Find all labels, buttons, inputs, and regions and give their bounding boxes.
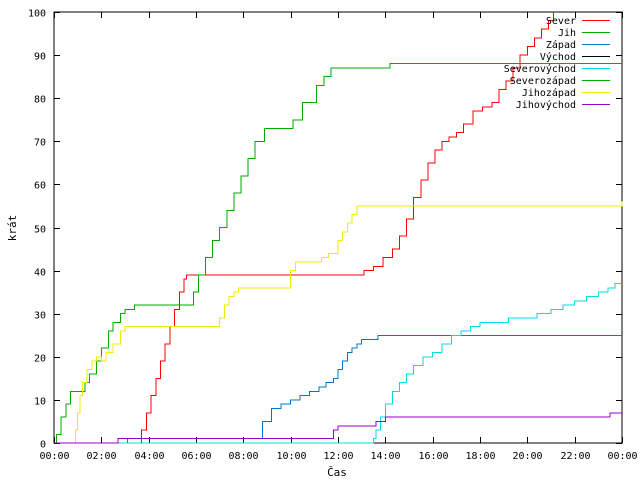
y-tick-label: 60 <box>34 181 46 192</box>
x-tick-label: 20:00 <box>512 451 542 462</box>
series-line-4 <box>54 283 622 444</box>
y-axis-title: krát <box>6 215 19 242</box>
x-tick-label: 08:00 <box>228 451 258 462</box>
x-tick-label: 12:00 <box>323 451 353 462</box>
y-tick-label: 90 <box>34 52 46 63</box>
x-tick-label: 18:00 <box>465 451 495 462</box>
legend-label: Západ <box>546 39 576 51</box>
x-tick-label: 22:00 <box>560 451 590 462</box>
x-tick-label: 04:00 <box>134 451 164 462</box>
series-line-0 <box>54 12 554 444</box>
series-line-6 <box>54 201 623 444</box>
legend-label: Sever <box>546 16 576 27</box>
legend-label: Severovýchod <box>504 63 576 75</box>
series-line-2 <box>54 334 622 444</box>
y-tick-label: 10 <box>34 397 46 408</box>
y-tick-label: 50 <box>34 225 46 236</box>
y-tick-label: 40 <box>34 268 46 279</box>
x-tick-label: 02:00 <box>86 451 116 462</box>
legend-label: Jih <box>558 28 576 39</box>
x-tick-label: 00:00 <box>39 451 69 462</box>
x-tick-label: 00:00 <box>607 451 637 462</box>
x-tick-label: 06:00 <box>181 451 211 462</box>
x-tick-label: 14:00 <box>370 451 400 462</box>
legend-label: Východ <box>540 51 576 63</box>
y-tick-label: 0 <box>40 440 46 451</box>
y-tick-label: 80 <box>34 95 46 106</box>
x-axis-title: Čas <box>327 466 347 479</box>
legend-label: Jihozápad <box>522 87 576 99</box>
y-tick-label: 20 <box>34 354 46 365</box>
legend-label: Severozápad <box>510 75 576 87</box>
y-tick-label: 100 <box>28 9 46 20</box>
y-tick-label: 70 <box>34 138 46 149</box>
legend-label: Jihovýchod <box>516 99 576 111</box>
x-tick-label: 16:00 <box>418 451 448 462</box>
series-group <box>54 12 623 444</box>
legend: SeverJihZápadVýchodSeverovýchodSeverozáp… <box>504 16 610 111</box>
x-tick-label: 10:00 <box>276 451 306 462</box>
series-line-7 <box>54 412 622 444</box>
y-tick-label: 30 <box>34 311 46 322</box>
